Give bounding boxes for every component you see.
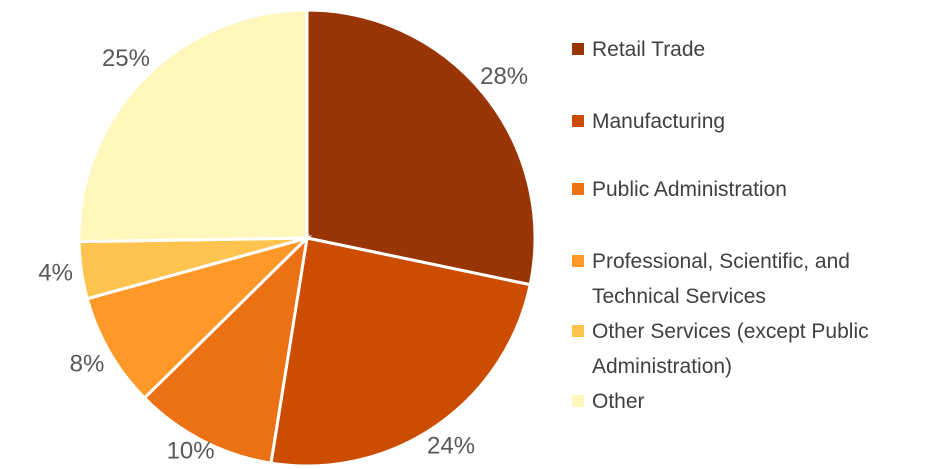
legend-swatch: [572, 325, 584, 337]
legend-item: Public Administration: [572, 172, 936, 207]
legend-item: Manufacturing: [572, 104, 936, 139]
legend-label: Professional, Scientific, and Technical …: [592, 250, 850, 308]
pie-slice: [305, 8, 537, 287]
legend-label: Retail Trade: [592, 38, 706, 61]
legend-item: Retail Trade: [572, 32, 936, 67]
data-label: 8%: [70, 350, 105, 377]
legend-item: Other: [572, 384, 936, 419]
legend-item: Professional, Scientific, and Technical …: [572, 244, 936, 314]
legend-swatch: [572, 183, 584, 195]
data-label: 25%: [102, 45, 150, 72]
legend-label: Public Administration: [592, 178, 787, 201]
legend-label: Other: [592, 390, 645, 413]
data-label: 10%: [167, 437, 215, 464]
legend-swatch: [572, 395, 584, 407]
pie-slice: [85, 235, 313, 401]
pie-slice: [142, 233, 310, 465]
legend-label: Manufacturing: [592, 110, 726, 133]
pie-slice: [269, 236, 532, 468]
legend-item: Other Services (except Public Administra…: [572, 314, 936, 384]
data-label: 28%: [480, 63, 528, 90]
pie-slice: [77, 8, 309, 244]
legend-label: Other Services (except Public Administra…: [592, 320, 869, 378]
data-label: 24%: [427, 433, 475, 460]
legend-swatch: [572, 115, 584, 127]
legend-swatch: [572, 43, 584, 55]
legend-swatch: [572, 255, 584, 267]
data-label: 4%: [38, 259, 73, 286]
